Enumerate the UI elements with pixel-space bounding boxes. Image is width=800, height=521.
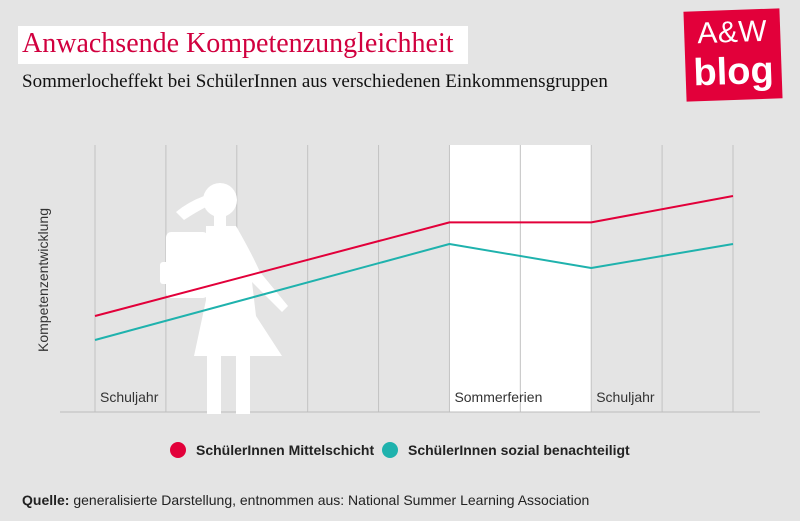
- legend: SchülerInnen Mittelschicht SchülerInnen …: [0, 442, 800, 466]
- chart-title: Anwachsende Kompetenzungleichheit: [22, 28, 454, 59]
- region-labels: Schuljahr Sommerferien Schuljahr: [100, 389, 655, 405]
- figure-neck: [214, 214, 226, 226]
- region-label-2: Schuljahr: [596, 389, 655, 405]
- series-lines: [94, 195, 734, 341]
- legend-marker: [382, 442, 398, 458]
- figure-ponytail: [176, 196, 208, 220]
- legend-marker: [170, 442, 186, 458]
- title-box: Anwachsende Kompetenzungleichheit: [18, 26, 468, 64]
- figure-leg-right: [236, 354, 250, 414]
- legend-item-benachteiligt: SchülerInnen sozial benachteiligt: [382, 442, 630, 458]
- chart-subtitle: Sommerlocheffekt bei SchülerInnen aus ve…: [22, 71, 608, 92]
- source-note: Quelle: generalisierte Darstellung, entn…: [22, 492, 589, 508]
- legend-label: SchülerInnen Mittelschicht: [196, 442, 375, 458]
- region-label-1: Sommerferien: [454, 389, 542, 405]
- series-line-1: [94, 243, 734, 341]
- figure-leg-left: [207, 354, 221, 414]
- y-axis-label: Kompetenzentwicklung: [35, 208, 51, 352]
- figure-body: [194, 226, 288, 356]
- source-text: generalisierte Darstellung, entnommen au…: [69, 492, 590, 508]
- figure-backpack: [166, 232, 208, 298]
- source-label: Quelle:: [22, 492, 70, 508]
- figure-head: [203, 183, 237, 217]
- schoolgirl-silhouette-icon: [160, 183, 288, 414]
- legend-item-mittelschicht: SchülerInnen Mittelschicht: [170, 442, 374, 458]
- figure-backpack-strap: [160, 262, 170, 284]
- legend-label: SchülerInnen sozial benachteiligt: [408, 442, 630, 458]
- region-label-0: Schuljahr: [100, 389, 159, 405]
- series-line-0: [94, 195, 734, 317]
